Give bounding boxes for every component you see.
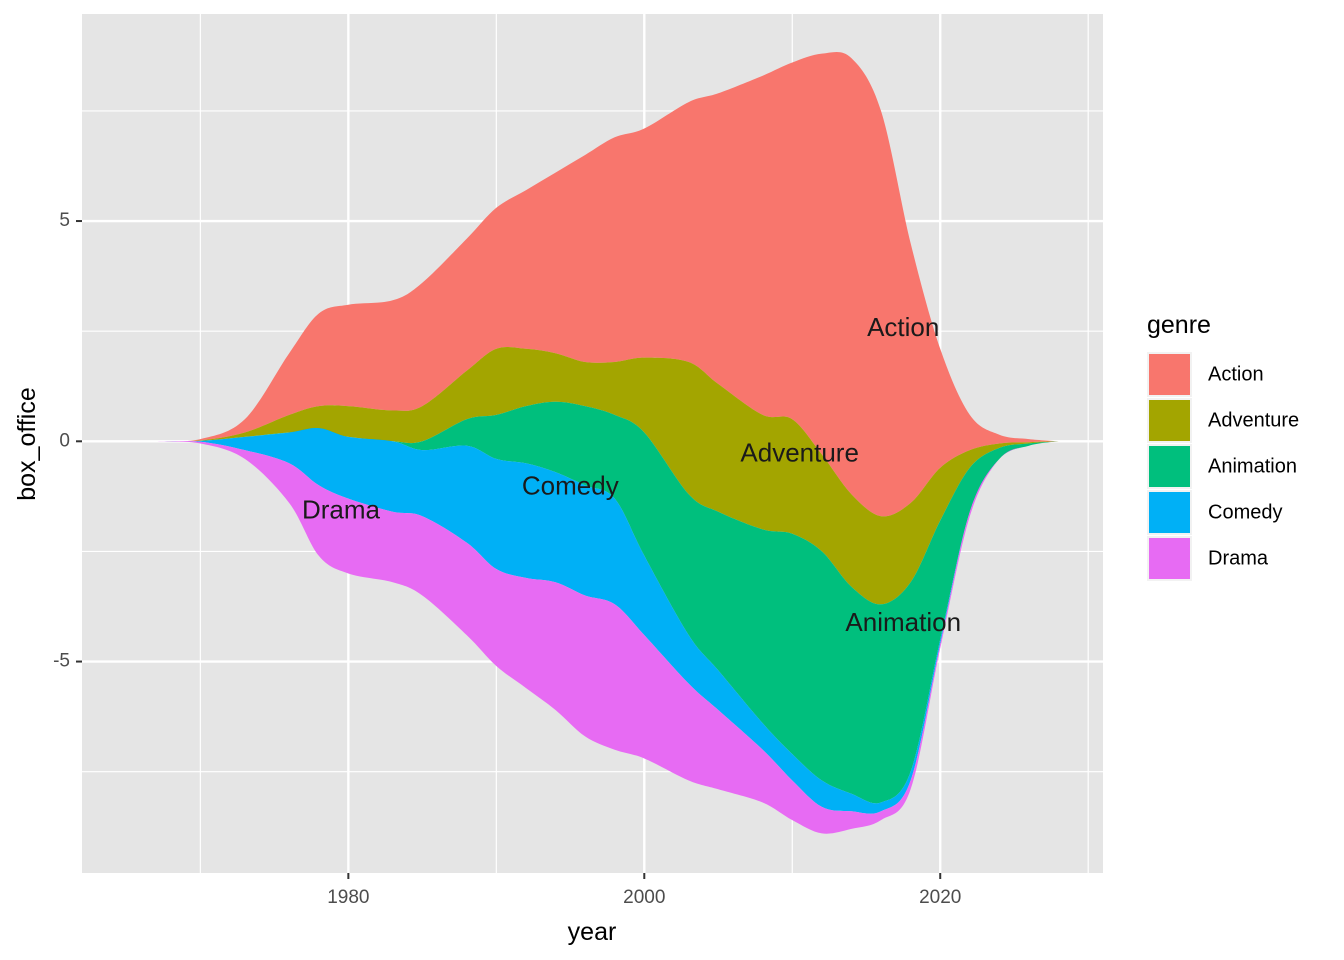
legend-label-action: Action (1208, 363, 1264, 385)
layer-adventure (156, 346, 1059, 605)
legend-swatch-comedy (1149, 492, 1190, 533)
legend-title: genre (1147, 311, 1211, 339)
x-tick-label: 1980 (327, 887, 369, 908)
legend-label-drama: Drama (1208, 547, 1269, 569)
x-tick-label: 2020 (919, 887, 961, 908)
y-tick-label: -5 (53, 651, 70, 672)
layer-comedy (156, 427, 1059, 814)
legend-swatch-action (1149, 354, 1190, 395)
layer-action (156, 51, 1059, 517)
stream-layers (156, 51, 1059, 834)
y-tick-label: 0 (59, 430, 70, 451)
y-tick-label: 5 (59, 210, 70, 231)
legend: genre Action Adventure Animation Comedy Dram… (1147, 311, 1299, 581)
x-tick-label: 2000 (623, 887, 665, 908)
legend-swatch-animation (1149, 446, 1190, 487)
layer-drama (156, 440, 1059, 834)
x-axis-title: year (568, 918, 617, 946)
layer-animation (156, 401, 1059, 804)
stream-label-adventure: Adventure (740, 437, 859, 467)
legend-swatch-drama (1149, 538, 1190, 579)
stream-annotations: Action Adventure Animation Comedy Drama (302, 312, 961, 637)
y-axis-ticks: -5 0 5 (53, 210, 82, 672)
legend-entries: Action Adventure Animation Comedy Drama (1147, 352, 1299, 581)
x-axis-ticks: 1980 2000 2020 (327, 873, 961, 908)
legend-label-animation: Animation (1208, 455, 1297, 477)
stream-label-animation: Animation (845, 607, 961, 637)
stream-label-comedy: Comedy (522, 470, 619, 500)
y-axis-title: box_office (13, 387, 41, 501)
stream-label-drama: Drama (302, 495, 381, 525)
legend-swatch-adventure (1149, 400, 1190, 441)
legend-label-comedy: Comedy (1208, 501, 1282, 523)
legend-label-adventure: Adventure (1208, 409, 1299, 431)
stream-label-action: Action (867, 312, 939, 342)
